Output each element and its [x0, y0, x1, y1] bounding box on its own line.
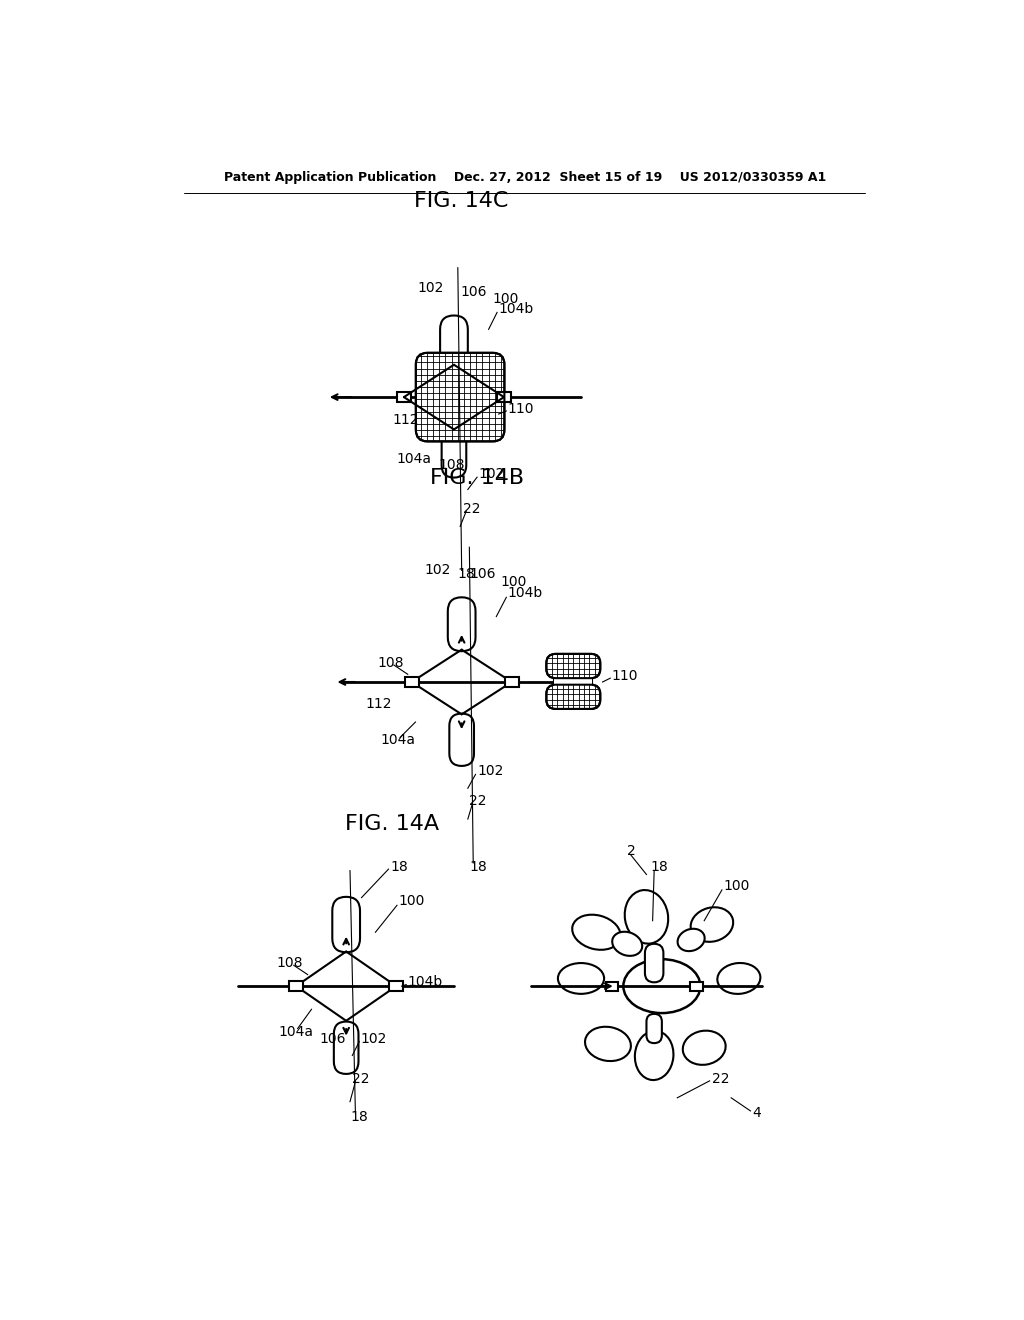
- Text: 22: 22: [352, 1072, 370, 1085]
- Text: 108: 108: [276, 956, 303, 970]
- Text: 18: 18: [458, 568, 475, 581]
- Ellipse shape: [635, 1031, 674, 1080]
- Ellipse shape: [624, 960, 700, 1014]
- Bar: [690, 982, 702, 991]
- Text: 100: 100: [398, 895, 425, 908]
- Bar: [497, 392, 511, 403]
- Text: 104b: 104b: [508, 586, 543, 601]
- Text: 100: 100: [500, 576, 526, 589]
- Text: 2: 2: [628, 845, 636, 858]
- Ellipse shape: [558, 964, 604, 994]
- Text: 104a: 104a: [381, 733, 416, 747]
- Text: 22: 22: [712, 1072, 729, 1085]
- Text: 100: 100: [493, 292, 519, 305]
- Text: 104b: 104b: [408, 975, 443, 989]
- Text: 18: 18: [650, 859, 668, 874]
- Bar: [554, 675, 592, 689]
- FancyBboxPatch shape: [547, 685, 600, 709]
- Text: FIG. 14C: FIG. 14C: [415, 191, 509, 211]
- Text: 102: 102: [425, 564, 452, 577]
- FancyBboxPatch shape: [333, 896, 360, 952]
- FancyBboxPatch shape: [646, 1014, 662, 1043]
- Text: 102: 102: [417, 281, 443, 294]
- Text: 18: 18: [469, 859, 487, 874]
- FancyBboxPatch shape: [447, 598, 475, 651]
- FancyBboxPatch shape: [441, 428, 466, 478]
- Bar: [389, 981, 403, 991]
- Bar: [404, 677, 419, 686]
- Bar: [505, 677, 518, 686]
- FancyBboxPatch shape: [547, 653, 600, 678]
- Text: 100: 100: [724, 879, 750, 894]
- Text: 22: 22: [469, 795, 486, 808]
- Text: FIG. 14A: FIG. 14A: [345, 814, 439, 834]
- Text: 106: 106: [319, 1031, 346, 1045]
- Text: 18: 18: [391, 859, 409, 874]
- Text: 102: 102: [478, 467, 505, 480]
- Text: 104b: 104b: [499, 302, 534, 317]
- Text: 22: 22: [463, 502, 480, 516]
- Text: 106: 106: [460, 285, 486, 300]
- Text: 112: 112: [366, 697, 392, 710]
- Text: 108: 108: [377, 656, 403, 669]
- FancyBboxPatch shape: [645, 944, 664, 982]
- Text: 102: 102: [360, 1031, 386, 1045]
- Text: 18: 18: [350, 1110, 368, 1125]
- Text: 104a: 104a: [279, 1026, 313, 1039]
- Bar: [289, 981, 303, 991]
- Ellipse shape: [585, 1027, 631, 1061]
- Ellipse shape: [612, 932, 642, 956]
- Text: 108: 108: [438, 458, 465, 471]
- Ellipse shape: [683, 1031, 726, 1065]
- FancyBboxPatch shape: [416, 352, 505, 441]
- FancyBboxPatch shape: [450, 714, 474, 766]
- Text: 106: 106: [469, 568, 496, 581]
- Text: 104a: 104a: [396, 451, 431, 466]
- Bar: [605, 982, 617, 991]
- Ellipse shape: [690, 907, 733, 942]
- Ellipse shape: [678, 929, 705, 952]
- FancyBboxPatch shape: [440, 315, 468, 368]
- Text: FIG. 14B: FIG. 14B: [430, 469, 524, 488]
- Text: 110: 110: [611, 669, 638, 682]
- Ellipse shape: [625, 890, 669, 944]
- Text: 110: 110: [508, 401, 535, 416]
- Text: 4: 4: [753, 1106, 762, 1121]
- FancyBboxPatch shape: [334, 1022, 358, 1074]
- Ellipse shape: [572, 915, 621, 950]
- Text: Patent Application Publication    Dec. 27, 2012  Sheet 15 of 19    US 2012/03303: Patent Application Publication Dec. 27, …: [223, 172, 826, 185]
- Ellipse shape: [718, 964, 761, 994]
- Text: 102: 102: [477, 763, 504, 777]
- Text: 112: 112: [392, 413, 419, 428]
- Bar: [397, 392, 411, 403]
